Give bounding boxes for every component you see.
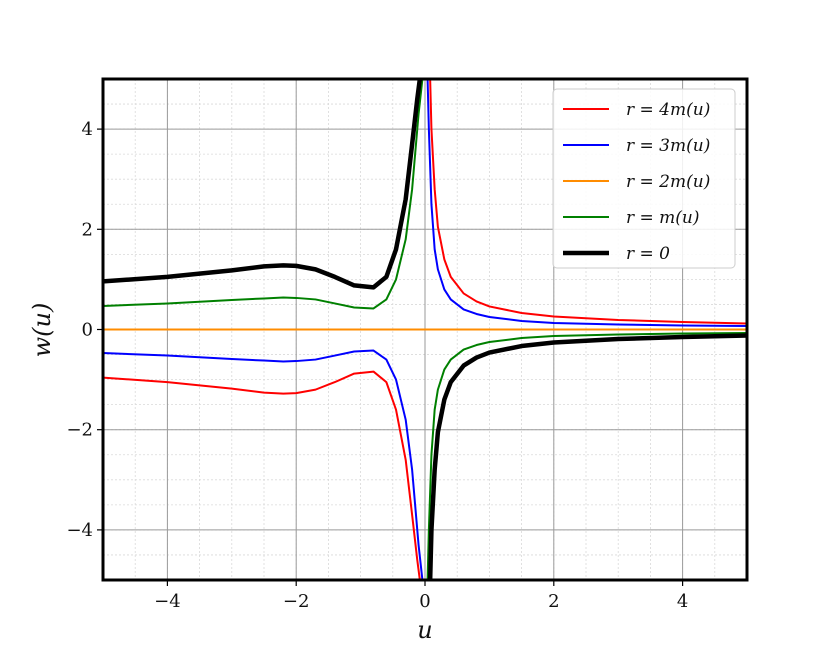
x-axis-label: u: [417, 616, 432, 644]
x-tick-label: 0: [419, 591, 430, 612]
series-layer: [103, 79, 747, 580]
y-axis-label: w(u): [28, 303, 56, 358]
legend-label-5: r = 0: [626, 244, 670, 264]
y-tick-label: 4: [82, 119, 93, 140]
legend-label-3: r = 2m(u): [626, 172, 710, 192]
x-tick-label: −2: [283, 591, 310, 612]
series-line-4-branch-1: [103, 79, 424, 310]
ticks: −4 −2 0 2 4 −4 −2 0 2 4: [66, 119, 688, 612]
series-line-1-branch-1: [103, 370, 421, 580]
y-tick-label: 2: [82, 219, 93, 240]
x-tick-label: 4: [677, 591, 688, 612]
y-tick-label: −4: [66, 520, 93, 541]
series-line-2-branch-1: [103, 349, 424, 580]
series-line-5-branch-1: [103, 79, 423, 290]
legend: r = 4m(u) r = 3m(u) r = 2m(u) r = m(u) r = 0: [552, 88, 736, 269]
series-line-1-branch-2: [429, 79, 747, 325]
legend-box: [552, 88, 736, 269]
x-tick-label: −4: [154, 591, 181, 612]
y-tick-label: −2: [66, 420, 93, 441]
series-line-2-branch-2: [426, 79, 747, 327]
series-line-4-branch-2: [426, 332, 747, 580]
legend-label-2: r = 3m(u): [626, 136, 710, 156]
series-line-5-branch-2: [427, 333, 747, 580]
legend-label-1: r = 4m(u): [626, 100, 710, 120]
y-tick-label: 0: [82, 320, 93, 341]
legend-label-4: r = m(u): [626, 208, 700, 228]
x-tick-label: 2: [548, 591, 559, 612]
